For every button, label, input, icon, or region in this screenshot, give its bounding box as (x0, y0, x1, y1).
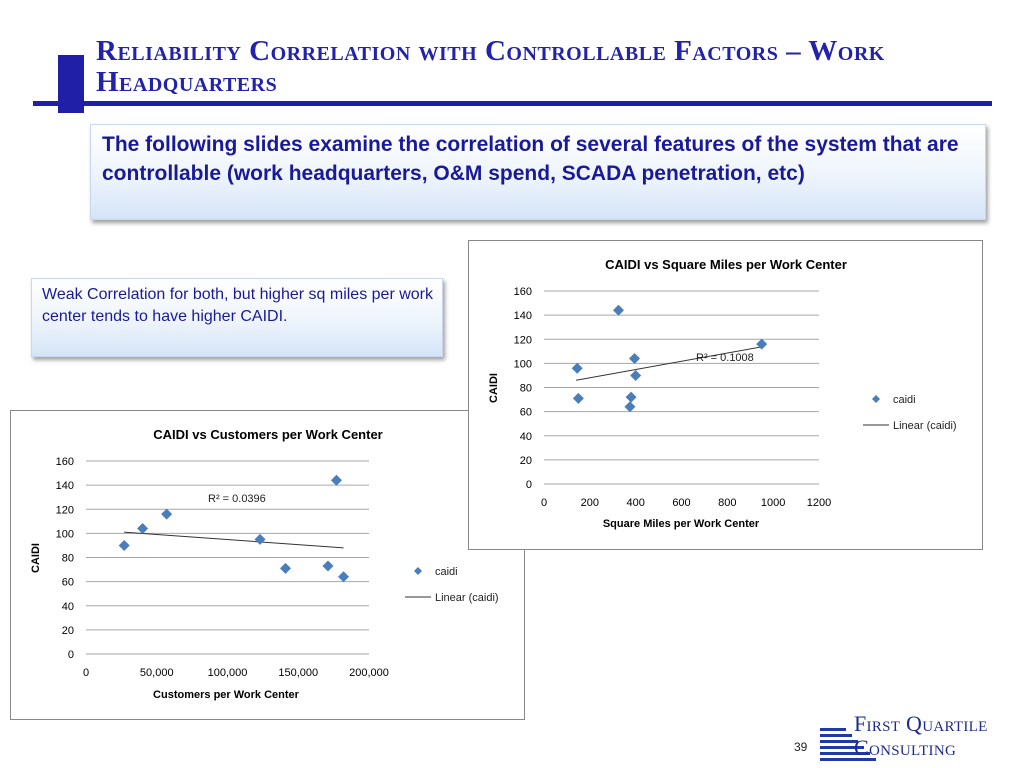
x-tick-label: 100,000 (208, 667, 248, 679)
logo-line-2: Consulting (854, 735, 957, 760)
data-point (137, 523, 149, 535)
y-tick-label: 80 (520, 383, 532, 395)
y-tick-label: 40 (62, 601, 74, 613)
data-point (572, 392, 584, 404)
chart-svg-square-miles: 0 20 40 60 80 100 120 140 160 0 50,000 100,000 150,0… (30, 427, 499, 701)
y-tick-label: 60 (62, 577, 74, 589)
data-point (612, 304, 624, 316)
y-tick-label: 0 (526, 479, 532, 491)
data-point (280, 562, 292, 574)
y-tick-label: 80 (62, 553, 74, 565)
y-tick-label: 60 (520, 407, 532, 419)
chart-title: CAIDI vs Customers per Work Center (153, 427, 383, 442)
logo-text: First Quartile Consulting (854, 713, 988, 759)
y-tick-label: 100 (514, 358, 532, 370)
x-tick-label: 0 (83, 667, 89, 679)
x-axis-label: Square Miles per Work Center (603, 518, 760, 530)
trendline (575, 345, 765, 381)
x-tick-label: 1000 (761, 497, 785, 509)
y-tick-label: 40 (520, 431, 532, 443)
data-point (322, 560, 334, 572)
data-point (254, 533, 266, 545)
data-point (625, 391, 637, 403)
x-tick-label: 150,000 (278, 667, 318, 679)
legend-marker (414, 567, 422, 575)
data-point (338, 571, 350, 583)
trendline (124, 531, 344, 549)
x-tick-label: 0 (541, 497, 547, 509)
r-squared-label: R² = 0.0396 (208, 493, 266, 505)
x-tick-label: 1200 (807, 497, 831, 509)
x-tick-label: 200,000 (349, 667, 389, 679)
title-underline (33, 101, 992, 106)
y-tick-label: 20 (62, 625, 74, 637)
legend-label-series: caidi (435, 566, 458, 578)
intro-text: The following slides examine the correla… (102, 133, 959, 185)
slide-title: Reliability Correlation with Controllabl… (96, 35, 885, 98)
logo-line-1: First Quartile (854, 711, 988, 736)
x-axis-label: Customers per Work Center (153, 689, 300, 701)
r-squared-label: R² = 0.1008 (696, 352, 754, 364)
x-tick-label: 200 (581, 497, 599, 509)
x-tick-label: 800 (718, 497, 736, 509)
legend-marker (872, 395, 880, 403)
chart-title: CAIDI vs Square Miles per Work Center (605, 257, 847, 272)
data-point (118, 539, 130, 551)
intro-callout: The following slides examine the correla… (90, 124, 986, 220)
data-point (630, 369, 642, 381)
legend-label-trendline: Linear (caidi) (435, 592, 499, 604)
page-number: 39 (794, 740, 808, 754)
y-tick-label: 160 (56, 456, 74, 468)
y-tick-label: 120 (514, 334, 532, 346)
data-point (624, 401, 636, 413)
data-point (629, 353, 641, 365)
y-tick-label: 20 (520, 455, 532, 467)
legend-label-series: caidi (893, 394, 916, 406)
chart-svg-customers: 0 20 40 60 80 100 120 140 160 0 200 400 600 800 1000 12… (488, 257, 957, 530)
data-point (161, 508, 173, 520)
y-tick-label: 160 (514, 286, 532, 298)
y-tick-label: 140 (514, 310, 532, 322)
legend-label-trendline: Linear (caidi) (893, 420, 957, 432)
x-tick-label: 600 (672, 497, 690, 509)
chart-caidi-vs-square-miles: 0 20 40 60 80 100 120 140 160 0 50,000 100,000 150,0… (10, 410, 525, 720)
y-tick-label: 100 (56, 528, 74, 540)
y-tick-label: 140 (56, 480, 74, 492)
company-logo: First Quartile Consulting (820, 712, 1024, 768)
x-tick-label: 50,000 (140, 667, 174, 679)
y-axis-label: CAIDI (30, 543, 42, 573)
data-point (756, 338, 768, 350)
data-point (571, 362, 583, 374)
x-tick-label: 400 (626, 497, 644, 509)
y-axis-label: CAIDI (488, 373, 500, 403)
chart-caidi-vs-customers: 0 20 40 60 80 100 120 140 160 0 200 400 600 800 1000 12… (468, 240, 983, 550)
y-tick-label: 120 (56, 504, 74, 516)
data-point (330, 474, 342, 486)
note-callout: Weak Correlation for both, but higher sq… (31, 278, 443, 357)
note-text: Weak Correlation for both, but higher sq… (42, 286, 433, 325)
y-tick-label: 0 (68, 649, 74, 661)
